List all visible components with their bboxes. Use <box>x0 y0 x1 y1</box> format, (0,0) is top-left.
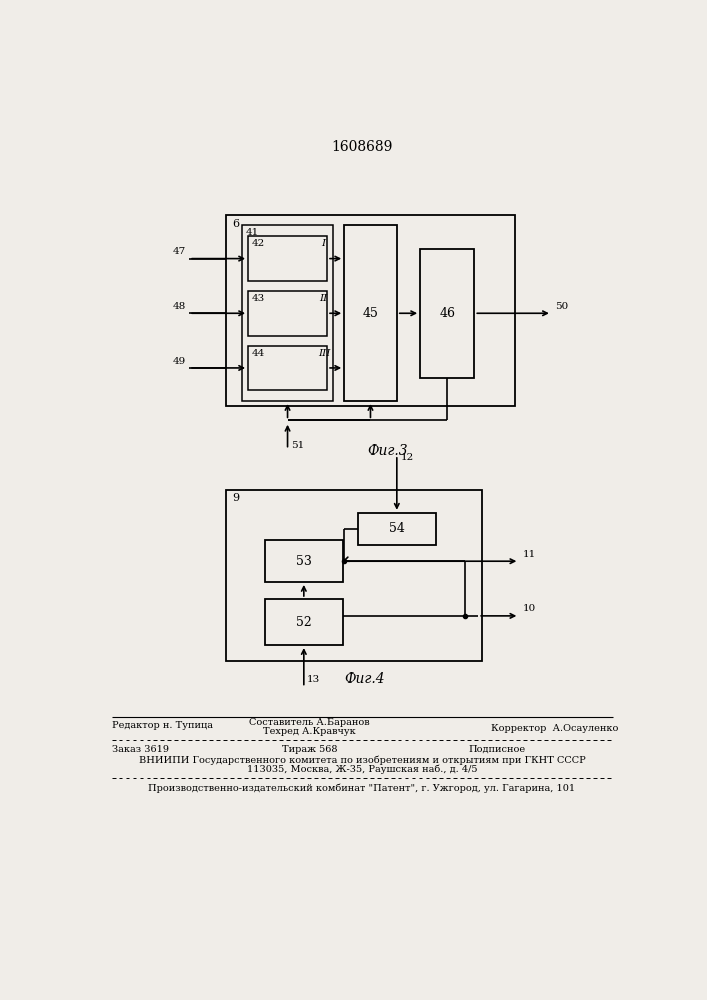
Text: 45: 45 <box>363 307 378 320</box>
Text: III: III <box>317 349 330 358</box>
Bar <box>358 513 436 545</box>
Bar <box>248 236 327 281</box>
Bar <box>226 215 515 406</box>
Text: 51: 51 <box>291 441 304 450</box>
Text: Производственно-издательский комбинат "Патент", г. Ужгород, ул. Гагарина, 101: Производственно-издательский комбинат "П… <box>148 784 575 793</box>
Text: 6: 6 <box>232 219 239 229</box>
Text: I: I <box>321 239 325 248</box>
Text: 44: 44 <box>252 349 265 358</box>
Text: Фиг.3: Фиг.3 <box>368 444 408 458</box>
Text: ВНИИПИ Государственного комитета по изобретениям и открытиям при ГКНТ СССР: ВНИИПИ Государственного комитета по изоб… <box>139 755 585 765</box>
Text: 9: 9 <box>232 493 239 503</box>
Text: 1608689: 1608689 <box>332 140 392 154</box>
Text: Редактор н. Тупица: Редактор н. Тупица <box>112 721 213 730</box>
Text: 53: 53 <box>296 555 312 568</box>
Text: Заказ 3619: Заказ 3619 <box>112 745 169 754</box>
Text: 46: 46 <box>439 307 455 320</box>
Text: 49: 49 <box>173 357 186 366</box>
Text: 52: 52 <box>296 616 312 629</box>
Text: 54: 54 <box>389 522 405 535</box>
Bar <box>248 346 327 390</box>
Text: 42: 42 <box>252 239 265 248</box>
Bar <box>265 540 343 582</box>
Text: 12: 12 <box>401 453 414 462</box>
Text: II: II <box>320 294 327 303</box>
Text: 47: 47 <box>173 247 186 256</box>
Text: 48: 48 <box>173 302 186 311</box>
Bar <box>242 225 333 401</box>
Text: Фиг.4: Фиг.4 <box>344 672 385 686</box>
Text: 113035, Москва, Ж-35, Раушская наб., д. 4/5: 113035, Москва, Ж-35, Раушская наб., д. … <box>247 764 477 774</box>
Bar <box>226 490 482 661</box>
Text: 41: 41 <box>246 228 259 237</box>
Bar <box>344 225 397 401</box>
Text: Техред А.Кравчук: Техред А.Кравчук <box>263 727 356 736</box>
Text: Составитель А.Баранов: Составитель А.Баранов <box>249 718 370 727</box>
Bar <box>248 291 327 336</box>
Bar <box>265 599 343 645</box>
Text: 50: 50 <box>555 302 568 311</box>
Text: 43: 43 <box>252 294 265 303</box>
Bar <box>420 249 474 378</box>
Text: 10: 10 <box>522 604 536 613</box>
Text: Корректор  А.Осауленко: Корректор А.Осауленко <box>491 724 619 733</box>
Text: 11: 11 <box>522 550 536 559</box>
Text: Подписное: Подписное <box>468 745 525 754</box>
Text: 13: 13 <box>307 675 320 684</box>
Text: Тираж 568: Тираж 568 <box>281 745 337 754</box>
